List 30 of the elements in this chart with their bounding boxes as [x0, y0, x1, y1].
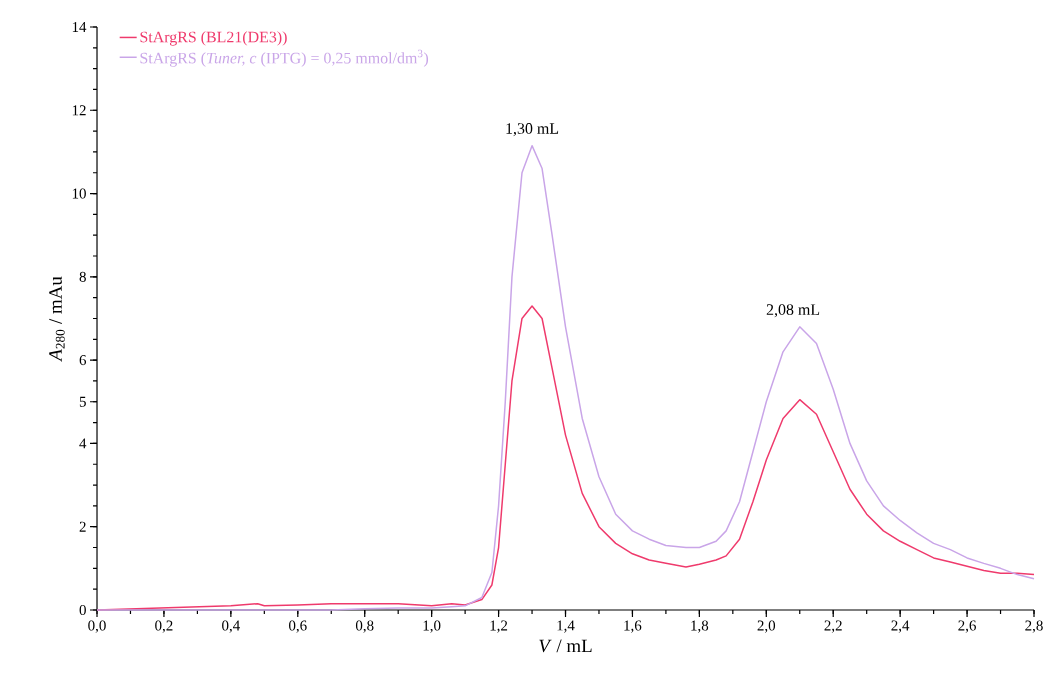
x-axis-title: V / mL [539, 639, 592, 653]
x-tick-label: 0,4 [222, 620, 240, 633]
y-tick-label: 8 [79, 271, 86, 282]
y-tick-label: 4 [79, 438, 87, 449]
y-tick-label: 5 [79, 396, 86, 407]
x-tick-label: 2,6 [958, 620, 976, 633]
y-tick-label: 10 [72, 188, 86, 199]
legend-label: StArgRS (Tuner, c (IPTG) = 0,25 mmol/dm$^{3}$) [140, 49, 429, 67]
x-tick-label: 0,6 [289, 620, 307, 633]
y-tick-label: 14 [72, 22, 87, 32]
annotation: 2,08 mL [766, 304, 820, 318]
x-tick-label: 1,8 [691, 620, 709, 633]
x-tick-label: 0,0 [88, 620, 106, 633]
x-tick-label: 2,4 [891, 620, 910, 633]
y-tick-label: 12 [72, 105, 86, 116]
x-tick-label: 0,2 [155, 620, 173, 633]
x-tick-label: 1,4 [557, 620, 575, 633]
legend-label: StArgRS (BL21(DE3)) [140, 31, 287, 46]
y-tick-label: 6 [79, 355, 87, 366]
x-tick-label: 1,2 [490, 620, 508, 633]
x-tick-label: 2,0 [757, 620, 776, 633]
x-tick-label: 1,0 [423, 620, 441, 633]
x-tick-label: 1,6 [624, 620, 642, 633]
annotation: 1,30 mL [506, 123, 559, 137]
y-axis-title: A$_{280}$ / mAu [49, 276, 65, 362]
x-tick-label: 2,2 [824, 620, 842, 633]
x-tick-label: 2,8 [1025, 620, 1043, 633]
y-tick-label: 2 [79, 521, 86, 532]
y-tick-label: 0 [79, 604, 86, 616]
x-tick-label: 0,8 [355, 620, 374, 633]
